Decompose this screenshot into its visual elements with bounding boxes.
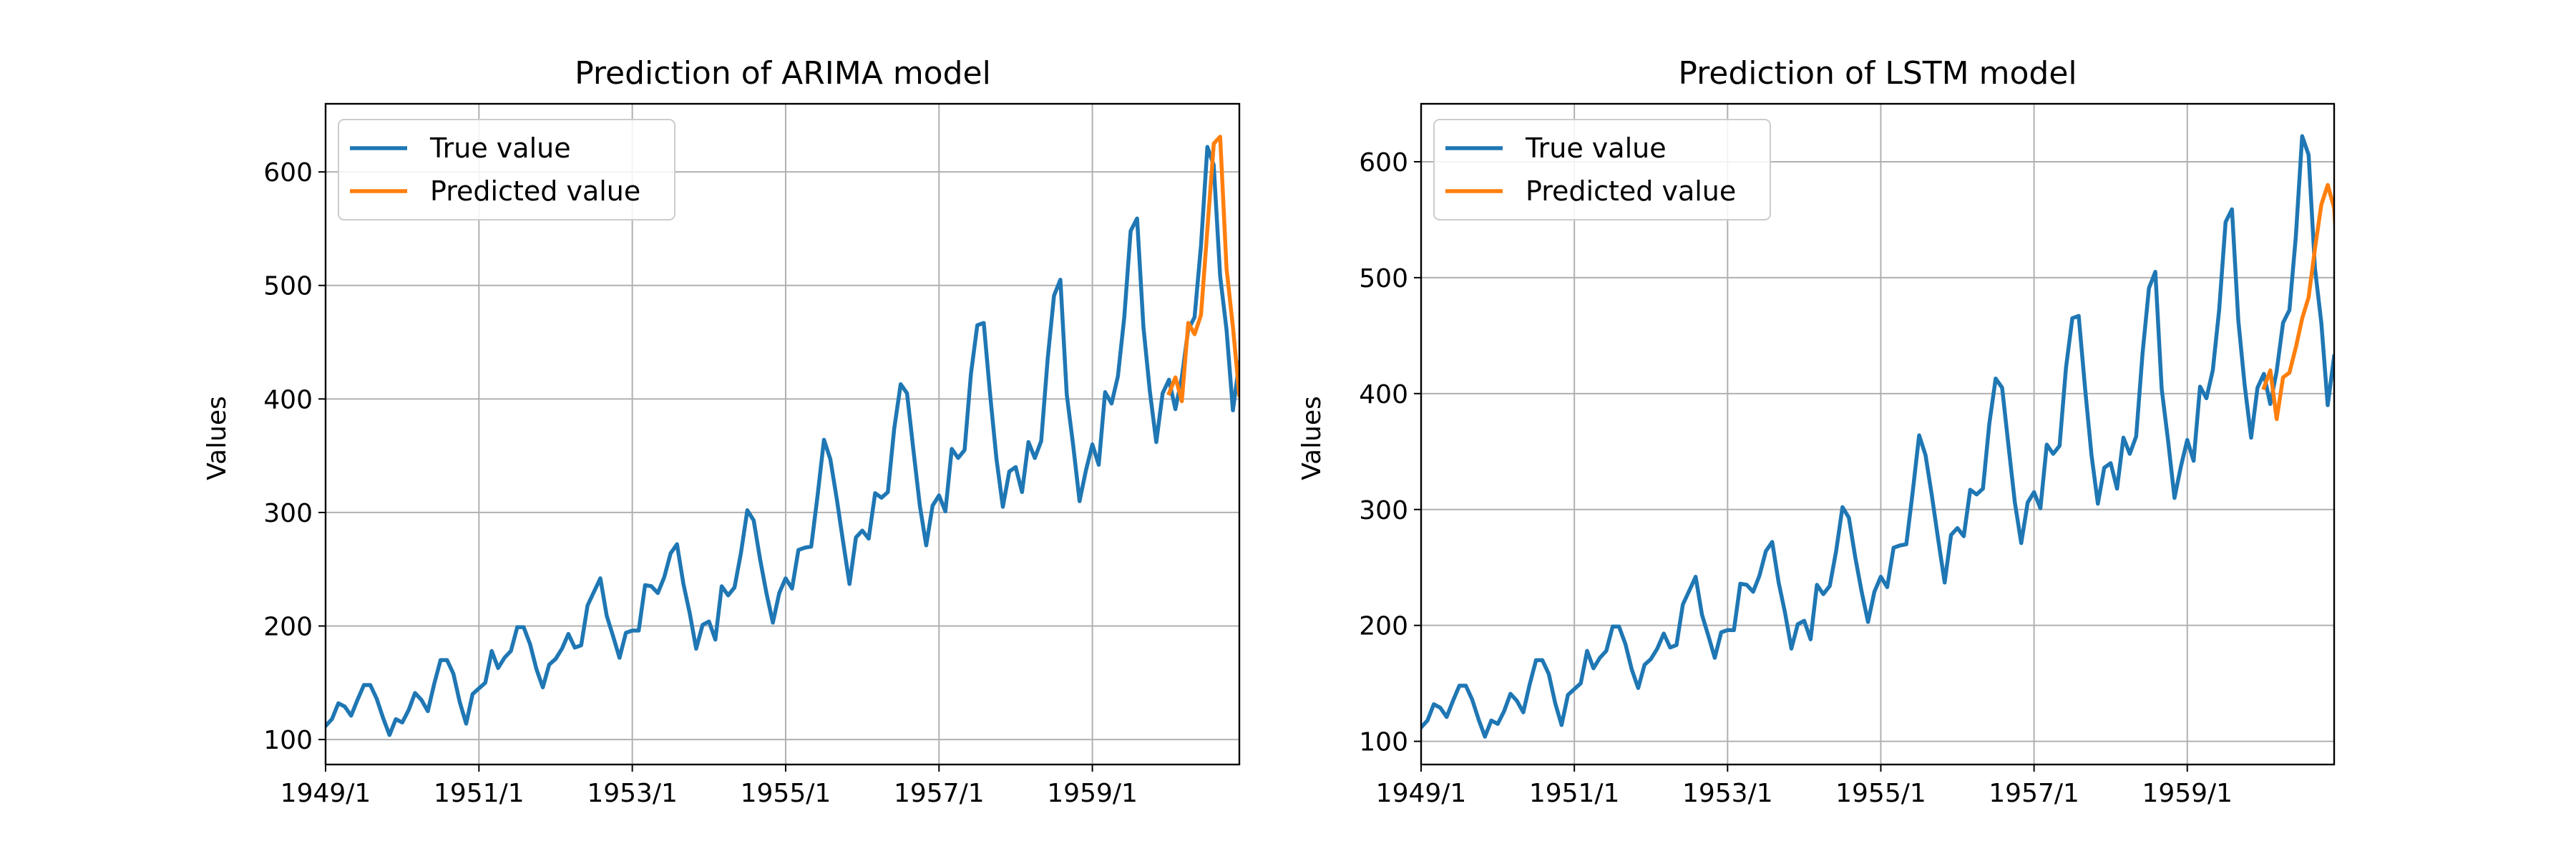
x-tick-label: 1953/1 — [587, 779, 678, 808]
chart-panel-arima: Prediction of ARIMA model Values 1949/1 1… — [203, 55, 1241, 808]
plot-frame — [324, 102, 1241, 766]
x-tick-label: 1951/1 — [434, 779, 525, 808]
x-tick-label: 1949/1 — [280, 779, 371, 808]
y-axis-label: Values — [203, 396, 232, 480]
axis-ticks: 1949/1 1951/1 1953/1 1955/1 1957/1 1959/1 100 2… — [263, 158, 1138, 808]
series-line-predicted-value — [2261, 183, 2334, 422]
y-tick-label: 300 — [1359, 496, 1408, 525]
x-tick-label: 1951/1 — [1529, 779, 1620, 808]
chart-title: Prediction of ARIMA model — [575, 55, 991, 92]
x-tick-label: 1955/1 — [1835, 779, 1926, 808]
series-line-predicted-value — [1166, 135, 1239, 404]
y-axis-label: Values — [1297, 396, 1327, 480]
legend: True value Predicted value — [1433, 119, 1771, 220]
legend-label: True value — [1525, 132, 1667, 164]
y-tick-label: 600 — [1359, 148, 1408, 178]
y-tick-label: 500 — [263, 272, 313, 301]
y-tick-label: 200 — [263, 613, 313, 642]
x-tick-label: 1957/1 — [894, 779, 985, 808]
axis-ticks: 1949/1 1951/1 1953/1 1955/1 1957/1 1959/1 100 2… — [1359, 148, 2233, 808]
y-tick-label: 600 — [263, 158, 313, 188]
legend-box — [1433, 119, 1771, 220]
y-tick-label: 100 — [1359, 728, 1408, 757]
y-tick-label: 400 — [263, 385, 313, 414]
x-tick-label: 1959/1 — [1047, 779, 1138, 808]
legend-box — [338, 119, 675, 220]
x-tick-label: 1949/1 — [1376, 779, 1467, 808]
legend-label: Predicted value — [1526, 175, 1736, 207]
y-tick-label: 300 — [263, 499, 313, 528]
legend-label: Predicted value — [430, 175, 640, 207]
x-tick-label: 1953/1 — [1682, 779, 1773, 808]
x-tick-label: 1955/1 — [741, 779, 831, 808]
y-tick-label: 100 — [263, 726, 313, 755]
y-tick-label: 200 — [1359, 612, 1408, 641]
y-tick-label: 400 — [1359, 380, 1408, 409]
legend: True value Predicted value — [338, 119, 675, 220]
y-tick-label: 500 — [1359, 264, 1408, 293]
plot-frame — [1420, 102, 2336, 766]
chart-title: Prediction of LSTM model — [1678, 55, 2077, 92]
series-layer — [1421, 134, 2334, 739]
x-tick-label: 1959/1 — [2142, 779, 2233, 808]
series-line-true-value — [326, 145, 1239, 737]
chart-panel-lstm: Prediction of LSTM model Values 1949/1 19… — [1297, 55, 2336, 808]
legend-label: True value — [429, 132, 571, 164]
series-line-true-value — [1421, 134, 2334, 739]
series-layer — [326, 135, 1239, 737]
x-tick-label: 1957/1 — [1989, 779, 2079, 808]
